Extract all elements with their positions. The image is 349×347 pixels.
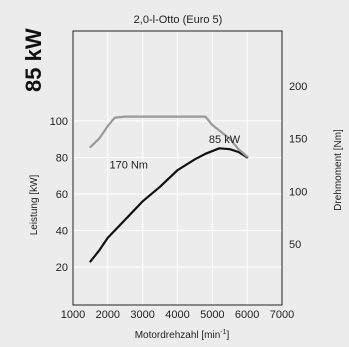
- y-right-ticks: 50 100 150 200: [289, 81, 307, 251]
- y-right-tick-label: 100: [289, 186, 307, 198]
- series-lines: [89, 115, 249, 263]
- torque-peak-annotation: 170 Nm: [109, 159, 148, 171]
- x-axis-label-sup: -1: [220, 329, 226, 336]
- y-left-tick-label: 60: [56, 189, 68, 201]
- chart-title: 2,0-l-Otto (Euro 5): [134, 14, 223, 26]
- y-left-ticks: 20 40 60 80 100: [50, 116, 68, 274]
- plot-border: [72, 30, 283, 306]
- y-left-tick-label: 80: [56, 152, 68, 164]
- x-tick-label: 1000: [61, 309, 85, 321]
- power-curve: [89, 147, 249, 263]
- x-tick-label: 3000: [130, 309, 154, 321]
- x-axis-label-main: Motordrehzahl [min: [135, 330, 221, 341]
- x-tick-label: 5000: [200, 309, 224, 321]
- y-right-axis-label: Drehmoment [Nm]: [333, 129, 344, 211]
- y-left-tick-label: 20: [56, 262, 68, 274]
- x-tick-label: 4000: [165, 309, 189, 321]
- y-right-tick-label: 200: [289, 81, 307, 93]
- y-right-tick-label: 50: [289, 239, 301, 251]
- x-tick-label: 7000: [270, 309, 294, 321]
- torque-curve: [89, 115, 249, 158]
- y-left-axis-label: Leistung [kW]: [29, 174, 40, 235]
- x-axis-label: Motordrehzahl [min-1]: [135, 329, 230, 341]
- x-axis-label-end: ]: [227, 330, 230, 341]
- y-left-tick-label: 100: [50, 116, 68, 128]
- x-tick-label: 2000: [96, 309, 120, 321]
- x-tick-label: 6000: [235, 309, 259, 321]
- y-right-tick-label: 150: [289, 134, 307, 146]
- y-left-tick-label: 40: [56, 225, 68, 237]
- annotations: 85 kW 170 Nm: [109, 134, 240, 172]
- x-ticks: 1000 2000 3000 4000 5000 6000 7000: [61, 309, 294, 321]
- power-peak-annotation: 85 kW: [209, 134, 241, 146]
- grid: [72, 31, 283, 305]
- power-rating-label: 85 kW: [21, 28, 46, 92]
